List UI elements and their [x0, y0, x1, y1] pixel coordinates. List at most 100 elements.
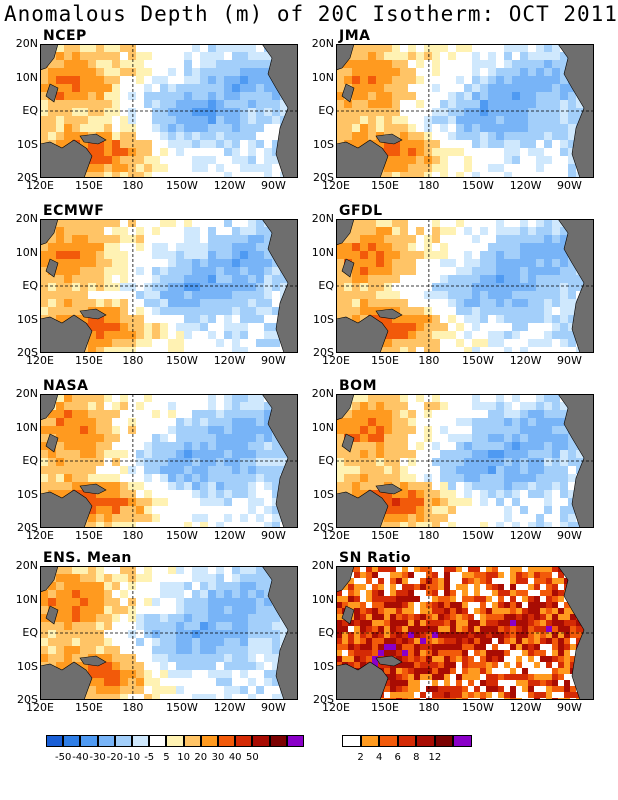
panel-title: ECMWF: [43, 203, 105, 219]
longitude-label: 150W: [165, 179, 198, 192]
latitude-label: EQ: [22, 104, 38, 117]
longitude-label: 90W: [557, 179, 582, 192]
colorbar-swatch: [46, 735, 64, 747]
map-frame: [40, 219, 298, 353]
longitude-label: 180: [122, 179, 144, 192]
land-mask: [45, 83, 59, 103]
panel-title: NASA: [43, 378, 89, 394]
anomaly-map: [40, 394, 298, 528]
colorbar-swatch: [342, 735, 361, 747]
land-mask: [79, 133, 107, 145]
latitude-label: 20N: [15, 387, 38, 400]
map-frame: [40, 566, 298, 700]
map-frame: [336, 219, 594, 353]
longitude-label: 120E: [322, 529, 350, 542]
land-mask: [40, 139, 93, 178]
land-mask: [341, 83, 355, 103]
colorbar-tick-label: 50: [246, 752, 259, 763]
land-mask: [336, 219, 355, 246]
colorbar-swatch: [379, 735, 398, 747]
latitude-label: EQ: [318, 626, 334, 639]
latitude-label: 20N: [15, 37, 38, 50]
land-mask: [341, 258, 355, 278]
longitude-label: 150E: [371, 529, 399, 542]
colorbar-tick-label: 10: [177, 752, 190, 763]
colorbar-swatch: [269, 735, 287, 747]
land-mask: [557, 394, 594, 528]
longitude-label: 120W: [213, 701, 246, 714]
panel-title: JMA: [339, 28, 371, 44]
colorbar-tick-label: 40: [228, 752, 242, 763]
longitude-label: 120E: [26, 179, 54, 192]
latitude-label: 10N: [15, 420, 38, 434]
colorbar-swatch: [149, 735, 167, 747]
land-mask: [40, 314, 93, 353]
longitude-label: 150W: [461, 179, 494, 192]
land-mask: [336, 394, 355, 421]
latitude-label: 10N: [15, 70, 38, 84]
land-mask: [375, 655, 403, 667]
latitude-label: 20S: [17, 521, 38, 534]
map-frame: [336, 566, 594, 700]
map-panel: BOM 20N 10N EQ 10S 20S 120E 150E 180 150W 120W 90W: [296, 378, 596, 553]
colorbar-swatch: [183, 735, 201, 747]
land-mask: [40, 566, 59, 593]
longitude-label: 90W: [261, 179, 286, 192]
map-panel: ECMWF 20N 10N EQ 10S 20S 120E 150E 180 150W 120W 90…: [0, 203, 300, 378]
longitude-label: 90W: [557, 701, 582, 714]
colorbar-tick-label: 5: [163, 752, 170, 763]
land-mask: [261, 394, 298, 528]
figure-title: Anomalous Depth (m) of 20C Isotherm: OCT…: [4, 2, 618, 26]
land-mask: [40, 219, 59, 246]
longitude-label: 150W: [165, 529, 198, 542]
colorbar-tick-label: -5: [144, 752, 155, 763]
longitude-label: 150E: [75, 701, 103, 714]
colorbar-swatch: [360, 735, 380, 747]
anomaly-map: [336, 44, 594, 178]
map-panel: JMA 20N 10N EQ 10S 20S 120E 150E 180 150W 120W 90W: [296, 28, 596, 203]
colorbar-tick-label: -10: [123, 752, 141, 763]
colorbar-tick-label: -50: [55, 752, 72, 763]
latitude-label: 20S: [313, 346, 334, 359]
land-mask: [261, 44, 298, 178]
longitude-label: 90W: [557, 529, 582, 542]
colorbar-tick-label: 8: [413, 752, 420, 763]
latitude-label: 10S: [17, 312, 38, 326]
longitude-label: 120E: [26, 529, 54, 542]
map-frame: [40, 44, 298, 178]
longitude-label: 120E: [322, 354, 350, 367]
colorbar-swatch: [235, 735, 253, 747]
colorbar-swatch: [200, 735, 218, 747]
colorbar-swatch: [416, 735, 435, 747]
colorbar-swatch: [114, 735, 132, 747]
longitude-label: 90W: [261, 529, 286, 542]
latitude-label: 10N: [311, 245, 334, 259]
latitude-label: 10N: [311, 592, 334, 606]
latitude-label: EQ: [318, 279, 334, 292]
land-mask: [336, 661, 389, 700]
longitude-label: 120E: [322, 179, 350, 192]
anomaly-map: [336, 566, 594, 700]
land-mask: [336, 566, 355, 593]
map-panel: ENS. Mean 20N 10N EQ 10S 20S 120E 150E 180 150W 12…: [0, 550, 300, 725]
land-mask: [341, 605, 355, 625]
colorbar-tick-label: 20: [194, 752, 208, 763]
latitude-label: 20S: [313, 171, 334, 184]
colorbar-swatch: [453, 735, 472, 747]
longitude-label: 120W: [509, 354, 542, 367]
longitude-label: 180: [418, 701, 440, 714]
colorbar-swatch: [218, 735, 236, 747]
latitude-label: 20N: [15, 212, 38, 225]
land-mask: [375, 308, 403, 320]
longitude-label: 150E: [371, 701, 399, 714]
latitude-label: EQ: [22, 626, 38, 639]
colorbar-swatch: [97, 735, 115, 747]
latitude-label: 20S: [17, 171, 38, 184]
land-mask: [261, 566, 298, 700]
colorbar-swatch: [397, 735, 417, 747]
longitude-label: 150W: [461, 529, 494, 542]
land-mask: [40, 489, 93, 528]
panel-title: GFDL: [339, 203, 383, 219]
land-mask: [40, 661, 93, 700]
colorbar-swatch: [434, 735, 454, 747]
